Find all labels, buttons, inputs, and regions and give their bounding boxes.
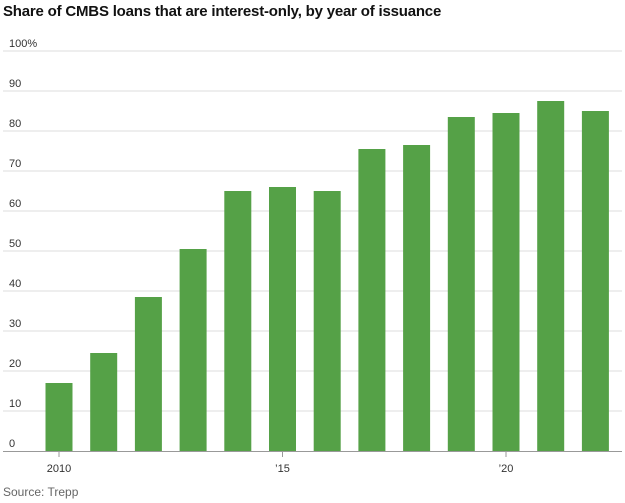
bar-2018 bbox=[403, 145, 431, 451]
x-axis-tick-labels: 2010 ’15 ’20 bbox=[47, 463, 514, 475]
bar-2013 bbox=[179, 249, 207, 451]
y-tick-label: 40 bbox=[9, 278, 21, 290]
y-tick-label: 90 bbox=[9, 78, 21, 90]
bar-2022 bbox=[581, 111, 609, 451]
bar-2021 bbox=[537, 101, 565, 451]
bars bbox=[45, 101, 609, 451]
bar-2020 bbox=[492, 113, 520, 451]
x-tick-label: ’20 bbox=[499, 463, 514, 475]
y-tick-label: 100% bbox=[9, 38, 37, 50]
y-tick-label: 10 bbox=[9, 398, 21, 410]
chart-title: Share of CMBS loans that are interest-on… bbox=[3, 3, 442, 20]
y-tick-label: 70 bbox=[9, 158, 21, 170]
bar-2014 bbox=[224, 191, 252, 451]
y-tick-label: 0 bbox=[9, 438, 15, 450]
y-axis-tick-labels: 0 10 20 30 40 50 60 70 80 90 100% bbox=[9, 38, 37, 450]
x-axis bbox=[3, 451, 622, 457]
x-tick-label: 2010 bbox=[47, 463, 71, 475]
y-tick-label: 50 bbox=[9, 238, 21, 250]
bar-2016 bbox=[313, 191, 341, 451]
source-note: Source: Trepp bbox=[3, 485, 79, 499]
bar-2011 bbox=[90, 353, 118, 451]
bar-2015 bbox=[269, 187, 296, 451]
x-tick-label: ’15 bbox=[275, 463, 290, 475]
bar-2017 bbox=[358, 149, 386, 451]
y-tick-label: 30 bbox=[9, 318, 21, 330]
y-tick-label: 20 bbox=[9, 358, 21, 370]
bar-2010 bbox=[45, 383, 73, 451]
y-tick-label: 80 bbox=[9, 118, 21, 130]
bar-2019 bbox=[447, 117, 475, 451]
y-tick-label: 60 bbox=[9, 198, 21, 210]
bar-2012 bbox=[134, 297, 162, 451]
